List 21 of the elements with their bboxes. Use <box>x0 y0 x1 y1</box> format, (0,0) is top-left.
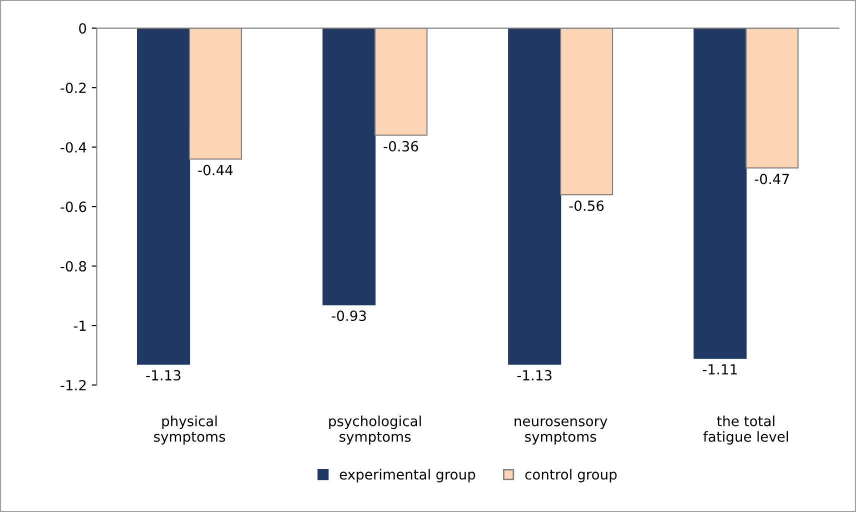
y-tick-label: -1 <box>74 320 86 331</box>
data-label: -0.44 <box>198 164 233 176</box>
legend-label: control group <box>525 468 617 482</box>
y-tick-label: 0 <box>79 23 86 34</box>
data-label: -1.13 <box>146 370 180 381</box>
x-tick-label: physical symptoms <box>154 416 226 445</box>
data-label: -0.47 <box>754 174 789 184</box>
data-label: -0.93 <box>332 310 366 322</box>
x-tick-label: neurosensory symptoms <box>514 418 608 445</box>
data-label: -0.56 <box>569 200 604 212</box>
y-tick-label: -0.2 <box>60 82 86 94</box>
x-tick-label: the total fatigue level <box>703 416 788 445</box>
y-tick-label: -0.8 <box>60 261 86 272</box>
data-label: -1.13 <box>517 370 552 381</box>
data-label: -1.11 <box>702 364 737 374</box>
x-tick-label: psychological symptoms <box>329 416 421 445</box>
y-tick-label: -0.6 <box>60 202 86 212</box>
legend-label: experimental group <box>340 468 476 482</box>
y-tick-label: -1.2 <box>60 380 86 390</box>
y-tick-label: -0.4 <box>60 142 86 153</box>
data-label: -0.36 <box>384 141 418 152</box>
